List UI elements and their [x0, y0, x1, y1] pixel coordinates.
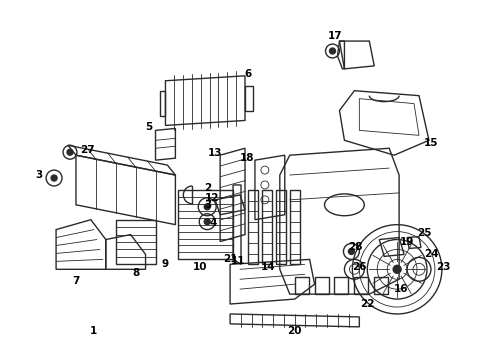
- Text: 6: 6: [245, 69, 251, 79]
- Text: 18: 18: [240, 153, 254, 163]
- Text: 5: 5: [145, 122, 152, 132]
- Text: 8: 8: [132, 268, 139, 278]
- Text: 9: 9: [162, 259, 169, 269]
- Text: 25: 25: [416, 228, 431, 238]
- Circle shape: [204, 219, 210, 225]
- Text: 3: 3: [205, 200, 212, 210]
- Text: 3: 3: [36, 170, 43, 180]
- Text: 19: 19: [400, 237, 414, 247]
- Circle shape: [51, 175, 57, 181]
- Text: 21: 21: [223, 255, 237, 264]
- Text: 17: 17: [328, 31, 343, 41]
- Text: 14: 14: [261, 262, 275, 272]
- Circle shape: [204, 204, 210, 210]
- Text: 1: 1: [90, 326, 98, 336]
- Text: 11: 11: [231, 256, 245, 266]
- Circle shape: [67, 149, 73, 155]
- Text: 24: 24: [424, 249, 438, 260]
- Circle shape: [348, 248, 354, 255]
- Circle shape: [329, 48, 336, 54]
- Text: 10: 10: [193, 262, 207, 272]
- Text: 26: 26: [352, 262, 367, 272]
- Text: 15: 15: [424, 138, 438, 148]
- Text: 7: 7: [73, 276, 80, 286]
- Text: 28: 28: [348, 243, 363, 252]
- Text: 4: 4: [210, 218, 217, 228]
- Text: 2: 2: [205, 183, 212, 193]
- Text: 27: 27: [80, 145, 95, 155]
- Text: 20: 20: [288, 326, 302, 336]
- Text: 12: 12: [205, 193, 220, 203]
- Circle shape: [393, 265, 401, 273]
- Text: 22: 22: [360, 299, 374, 309]
- Text: 23: 23: [437, 262, 451, 272]
- Text: 13: 13: [208, 148, 222, 158]
- Text: 16: 16: [394, 284, 408, 294]
